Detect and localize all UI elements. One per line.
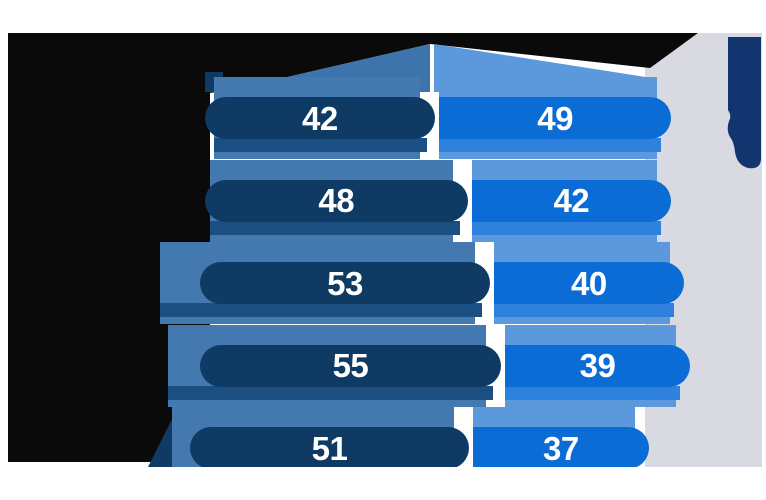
left-shadow-band (214, 138, 427, 152)
bars-area: 42 49 48 42 53 40 55 39 51 37 (160, 77, 691, 467)
right-series-value-label: 42 (553, 182, 590, 219)
left-shadow-band (168, 385, 493, 400)
right-shadow-band (471, 220, 662, 235)
right-series-value-label: 49 (537, 99, 573, 137)
right-series-value-label: 40 (571, 264, 607, 302)
corner-decorative-blob (727, 37, 761, 169)
left-shadow-band (210, 220, 460, 235)
left-series-value-label: 51 (311, 429, 348, 467)
right-shadow-band (493, 303, 674, 317)
left-shadow-band (160, 303, 482, 317)
right-value-pill: 42 (471, 179, 672, 222)
left-series-value-label: 55 (332, 347, 369, 384)
right-value-pill: 49 (438, 97, 672, 139)
right-value-pill: 37 (472, 427, 649, 467)
left-value-pill: 48 (205, 179, 468, 222)
left-series-value-label: 42 (302, 99, 338, 137)
left-value-pill: 53 (200, 262, 490, 304)
left-value-pill: 55 (200, 344, 501, 387)
left-value-pill: 42 (205, 97, 435, 139)
left-series-value-label: 48 (318, 182, 355, 219)
left-value-pill: 51 (190, 427, 469, 467)
right-value-pill: 40 (493, 262, 684, 304)
right-series-value-label: 39 (579, 347, 616, 384)
left-series-value-label: 53 (327, 264, 363, 302)
right-series-value-label: 37 (542, 429, 579, 467)
right-shadow-band (504, 385, 681, 400)
right-shadow-band (438, 138, 662, 152)
right-value-pill: 39 (504, 344, 691, 387)
